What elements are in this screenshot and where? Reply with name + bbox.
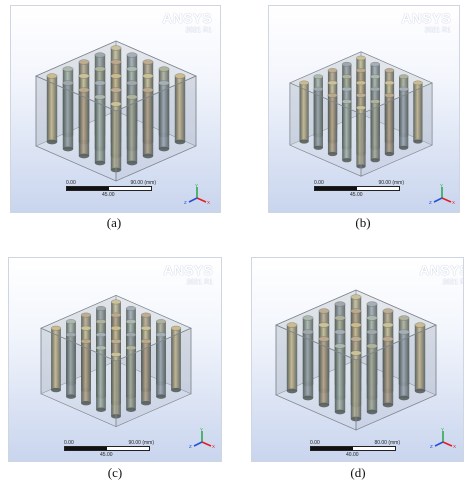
axis-triad-icon: Y X Z <box>189 428 215 449</box>
svg-text:Z: Z <box>429 200 432 205</box>
caption-b: (b) <box>355 215 371 230</box>
scale-bar: 0.00 90.00 (mm) 45.00 <box>66 180 156 198</box>
svg-text:Z: Z <box>189 444 192 449</box>
ansys-logo: ANSYS 2021 R1 <box>401 10 451 34</box>
scale-bar: 0.00 80.00 (mm) 40.00 <box>310 440 400 458</box>
axis-triad-icon: Y X Z <box>184 184 210 205</box>
svg-text:Y: Y <box>441 428 444 432</box>
svg-text:X: X <box>452 200 455 205</box>
viewport-panel-d: ANSYS 2021 R1 0.00 80.00 (mm) 40.00 Y X Z <box>251 257 464 462</box>
cylinder-array-model <box>35 40 197 182</box>
cylinder-array-model <box>40 294 192 428</box>
svg-text:Z: Z <box>430 444 433 449</box>
caption-c: (c) <box>107 465 123 480</box>
caption-d: (d) <box>350 465 366 480</box>
svg-text:X: X <box>212 444 215 449</box>
scale-bar: 0.00 90.00 (mm) 45.00 <box>314 180 404 198</box>
viewport-panel-c: ANSYS 2021 R1 0.00 90.00 (mm) 45.00 Y X Z <box>8 257 222 462</box>
cylinder-array-model <box>275 289 437 431</box>
viewport-panel-a: ANSYS 2021 R1 0.00 90.00 (mm) 45.00 Y X Z <box>10 5 221 213</box>
svg-text:Z: Z <box>184 200 187 205</box>
axis-triad-icon: Y X Z <box>430 428 456 449</box>
scale-bar: 0.00 90.00 (mm) 45.00 <box>64 440 154 458</box>
svg-text:Y: Y <box>200 428 203 432</box>
caption-a: (a) <box>106 215 122 230</box>
svg-text:Y: Y <box>195 184 198 188</box>
viewport-panel-b: ANSYS 2021 R1 0.00 90.00 (mm) 45.00 Y X Z <box>268 5 460 213</box>
svg-text:Y: Y <box>440 184 443 188</box>
svg-text:X: X <box>453 444 456 449</box>
axis-triad-icon: Y X Z <box>429 184 455 205</box>
ansys-logo: ANSYS 2021 R1 <box>419 262 463 286</box>
svg-text:X: X <box>207 200 210 205</box>
ansys-logo: ANSYS 2021 R1 <box>162 10 212 34</box>
ansys-logo: ANSYS 2021 R1 <box>163 262 213 286</box>
cylinder-array-model <box>289 51 433 177</box>
